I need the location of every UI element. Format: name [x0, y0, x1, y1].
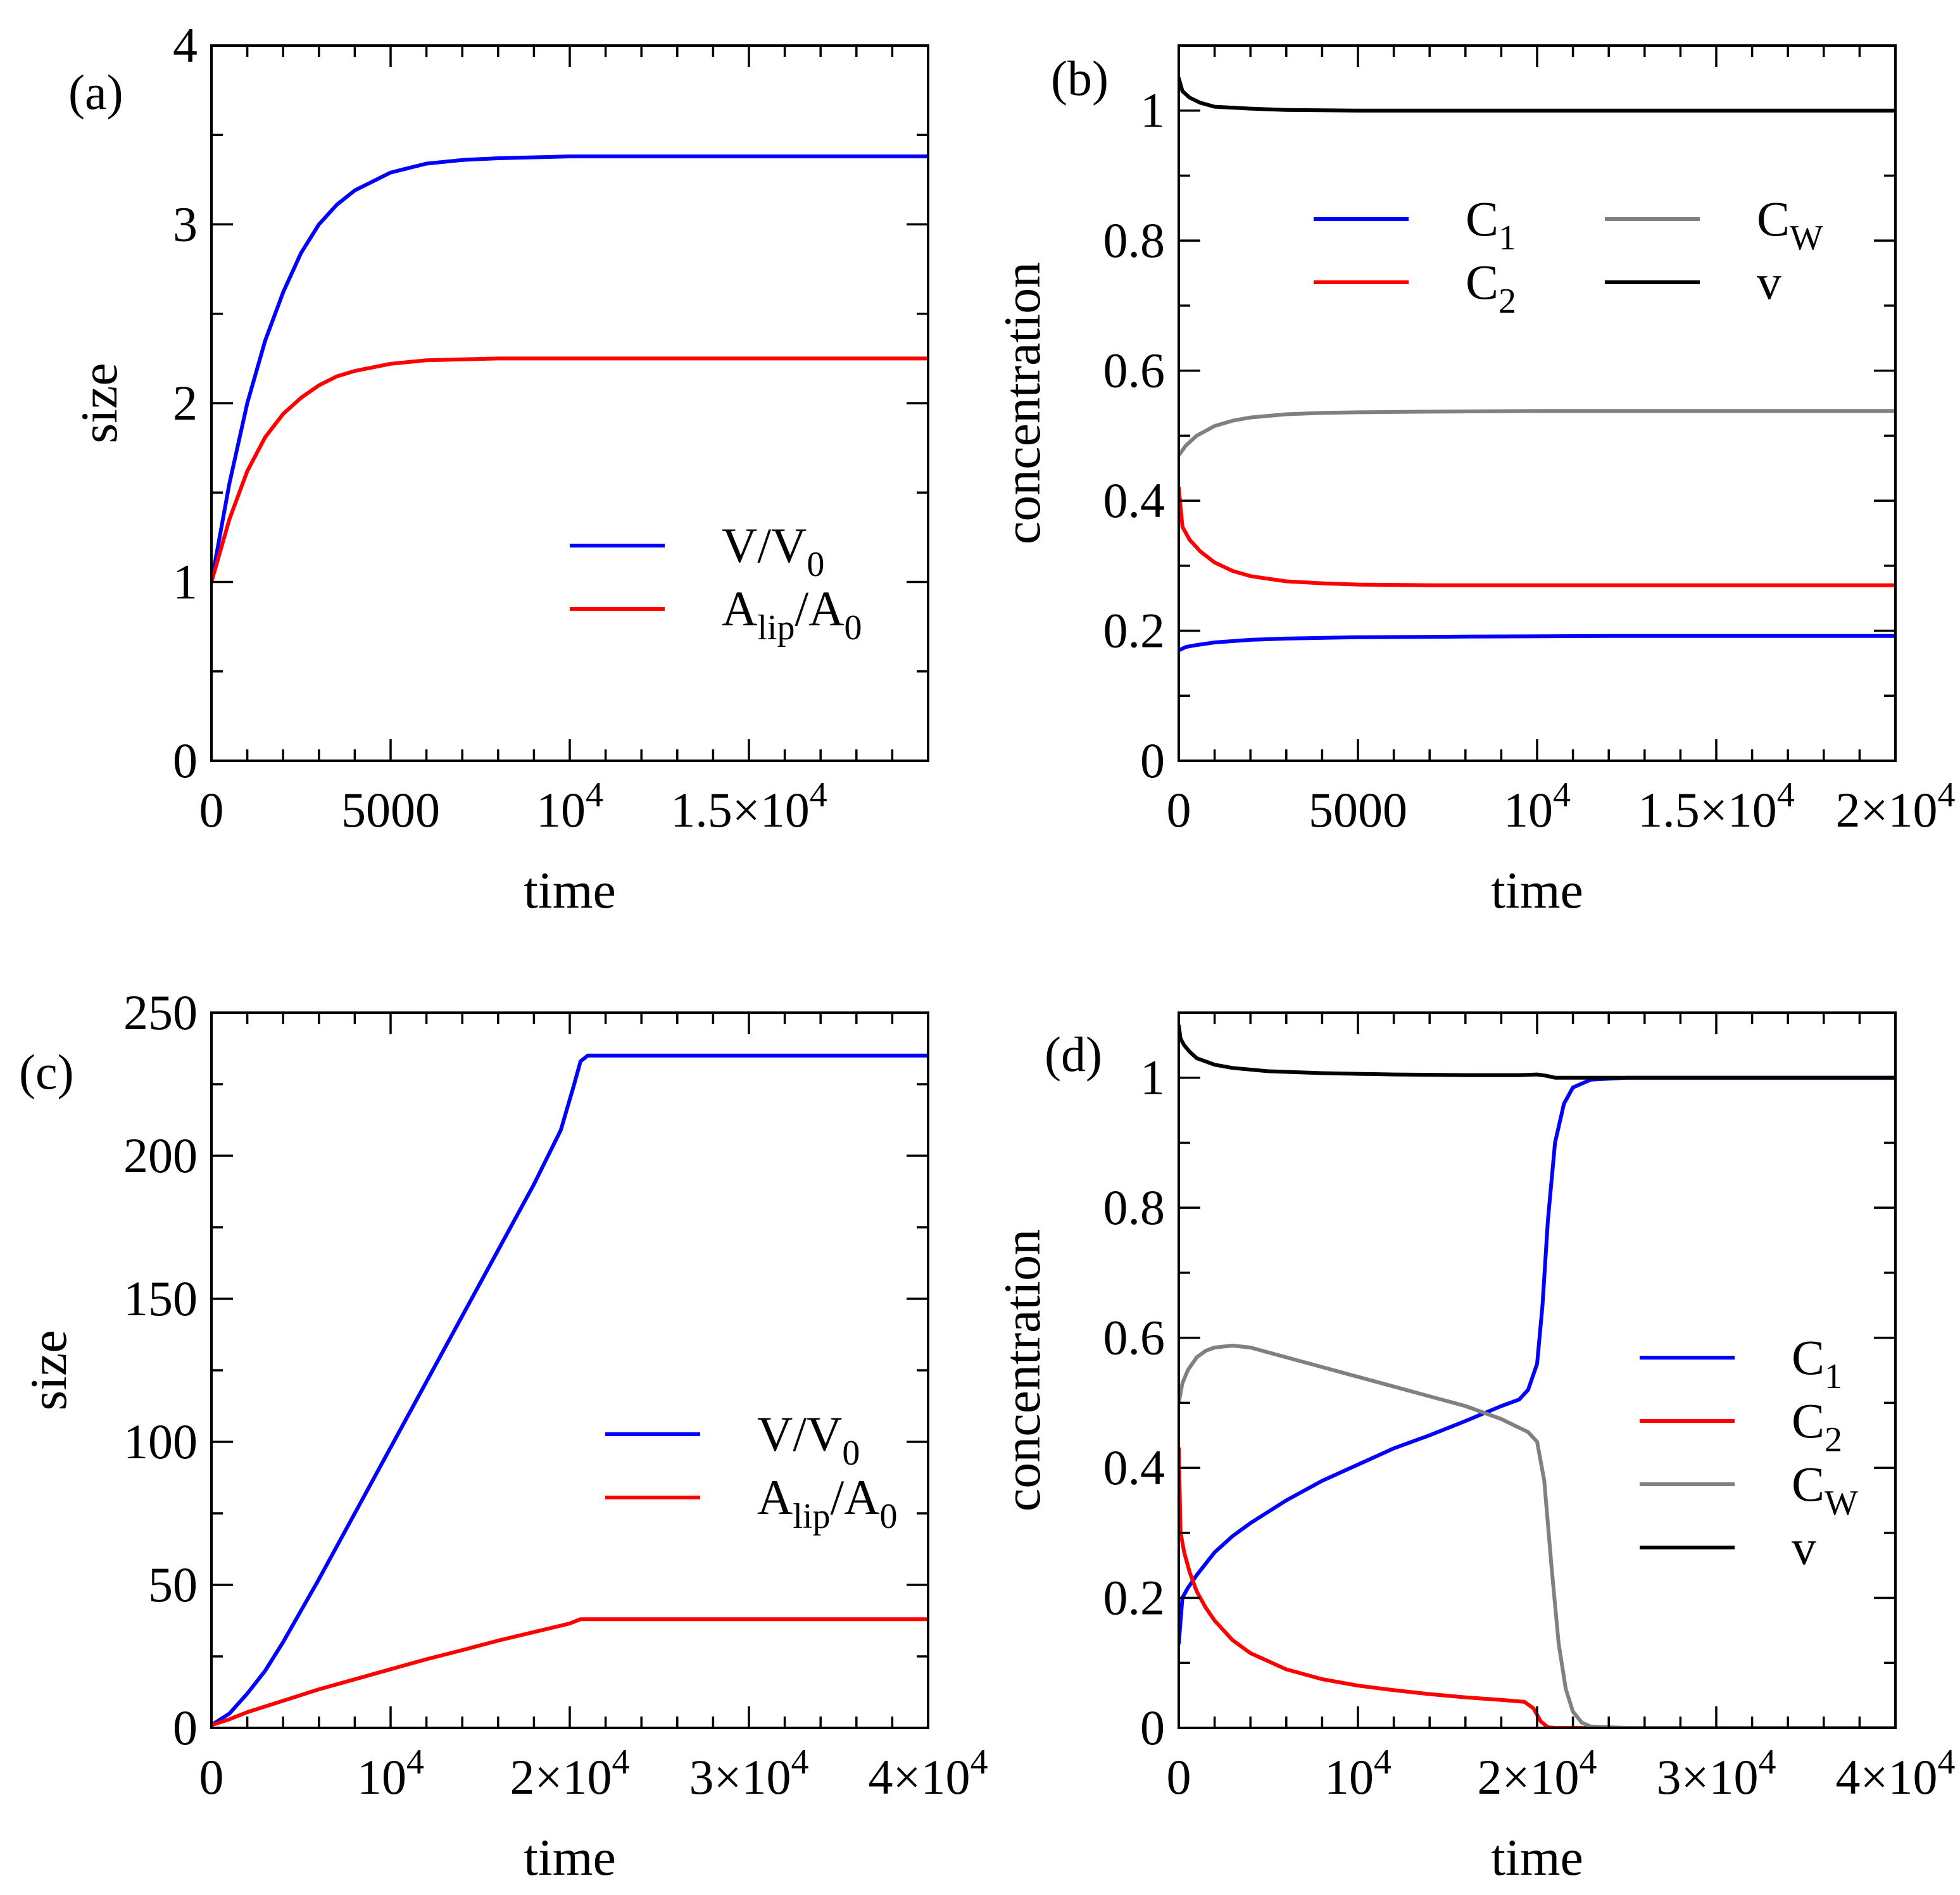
- series-line-cw: [1179, 409, 1895, 458]
- panel-label: (b): [1051, 51, 1109, 106]
- panel-b: 0 5000 104 1.5×104 2×104 0 0.2 0.4 0.6 0.8 1 time co…: [993, 44, 1956, 919]
- y-tick-label: 1: [173, 554, 198, 610]
- y-tick-label: 200: [123, 1128, 198, 1183]
- series-line-cw: [1179, 1344, 1895, 1728]
- series-line-c1: [1179, 634, 1895, 653]
- y-tick-label: 0: [173, 733, 198, 788]
- y-tick-label: 0.6: [1103, 1310, 1165, 1365]
- y-tick-label: 0.4: [1103, 1440, 1165, 1495]
- panel-a: 0 5000 104 1.5×104 0 1 2 3 4 time size (a) V/V0Alip/…: [68, 18, 929, 919]
- y-tick-label: 0.6: [1103, 343, 1165, 398]
- x-tick-label: 0: [199, 1749, 224, 1804]
- legend-label: v: [1757, 254, 1781, 310]
- x-tick-label: 2×104: [510, 1742, 630, 1804]
- legend-label: CW: [1792, 1456, 1858, 1523]
- legend-label: C1: [1466, 191, 1516, 258]
- x-axis-label: time: [524, 861, 616, 919]
- legend-label: C2: [1466, 254, 1516, 321]
- plot-frame: [1178, 44, 1897, 762]
- y-tick-label: 0.4: [1103, 473, 1165, 528]
- x-tick-label: 1.5×104: [1638, 775, 1795, 837]
- series-line-alip-a0: [211, 1617, 928, 1727]
- legend-label: C1: [1792, 1330, 1842, 1396]
- y-tick-label: 150: [123, 1271, 198, 1326]
- x-tick-label: 2×104: [1836, 775, 1956, 837]
- panel-label: (d): [1045, 1027, 1102, 1082]
- panel-c: 0 104 2×104 3×104 4×104 0 50 100 150 200 250 time si…: [19, 985, 988, 1886]
- x-tick-label: 104: [536, 775, 603, 837]
- x-tick-label: 4×104: [1836, 1742, 1956, 1804]
- y-tick-label: 1: [1140, 83, 1165, 138]
- y-axis-label: concentration: [993, 1229, 1051, 1511]
- x-tick-label: 104: [1324, 1742, 1391, 1804]
- y-tick-label: 1: [1140, 1050, 1165, 1105]
- legend-label: CW: [1757, 191, 1823, 258]
- x-tick-label: 104: [357, 1742, 424, 1804]
- y-tick-label: 0.2: [1103, 1570, 1165, 1625]
- y-tick-label: 2: [173, 375, 198, 430]
- y-tick-label: 0: [173, 1700, 198, 1755]
- legend-label: v: [1792, 1520, 1816, 1575]
- legend-label: C2: [1792, 1393, 1842, 1460]
- y-tick-label: 250: [123, 985, 198, 1040]
- plot-frame: [210, 44, 929, 762]
- x-axis-label: time: [1491, 1829, 1583, 1886]
- series-line-c2: [1179, 1446, 1895, 1728]
- series-line-c2: [1179, 485, 1895, 587]
- series-line-v-v0: [211, 1053, 928, 1727]
- panel-label: (c): [19, 1044, 74, 1099]
- y-tick-label: 100: [123, 1414, 198, 1469]
- x-tick-label: 1.5×104: [670, 775, 827, 837]
- series-line-c1: [1179, 1075, 1895, 1646]
- series-line-v-v0: [211, 154, 928, 584]
- x-tick-label: 2×104: [1478, 1742, 1597, 1804]
- series-line-alip-a0: [211, 356, 928, 584]
- x-tick-label: 3×104: [689, 1742, 809, 1804]
- y-axis-label: size: [20, 1330, 77, 1410]
- y-tick-label: 3: [173, 197, 198, 252]
- y-tick-label: 50: [148, 1557, 198, 1612]
- x-axis-label: time: [524, 1829, 616, 1886]
- x-tick-label: 5000: [341, 782, 440, 837]
- x-tick-label: 5000: [1309, 782, 1407, 837]
- legend-label: Alip/A0: [757, 1470, 897, 1536]
- y-axis-label: size: [70, 363, 128, 443]
- y-tick-label: 0: [1140, 733, 1165, 788]
- legend-label: V/V0: [722, 518, 824, 584]
- x-tick-label: 3×104: [1657, 1742, 1776, 1804]
- x-tick-label: 0: [199, 782, 224, 837]
- panel-label: (a): [68, 65, 123, 120]
- x-tick-label: 0: [1167, 1749, 1191, 1804]
- panel-d: 0 104 2×104 3×104 4×104 0 0.2 0.4 0.6 0.8 1 time con…: [993, 1011, 1956, 1886]
- series-line-v: [1179, 1023, 1895, 1080]
- x-tick-label: 4×104: [869, 1742, 988, 1804]
- x-axis-label: time: [1491, 861, 1583, 919]
- legend-label: V/V0: [757, 1406, 860, 1473]
- y-tick-label: 0.8: [1103, 1180, 1165, 1235]
- plot-frame: [1178, 1011, 1897, 1729]
- series-line-v: [1179, 76, 1895, 113]
- y-tick-label: 0.2: [1103, 603, 1165, 658]
- x-tick-label: 0: [1167, 782, 1191, 837]
- y-axis-label: concentration: [993, 262, 1051, 544]
- y-tick-label: 4: [173, 18, 198, 73]
- y-tick-label: 0.8: [1103, 213, 1165, 268]
- legend-label: Alip/A0: [722, 581, 862, 647]
- y-tick-label: 0: [1140, 1700, 1165, 1755]
- x-tick-label: 104: [1504, 775, 1571, 837]
